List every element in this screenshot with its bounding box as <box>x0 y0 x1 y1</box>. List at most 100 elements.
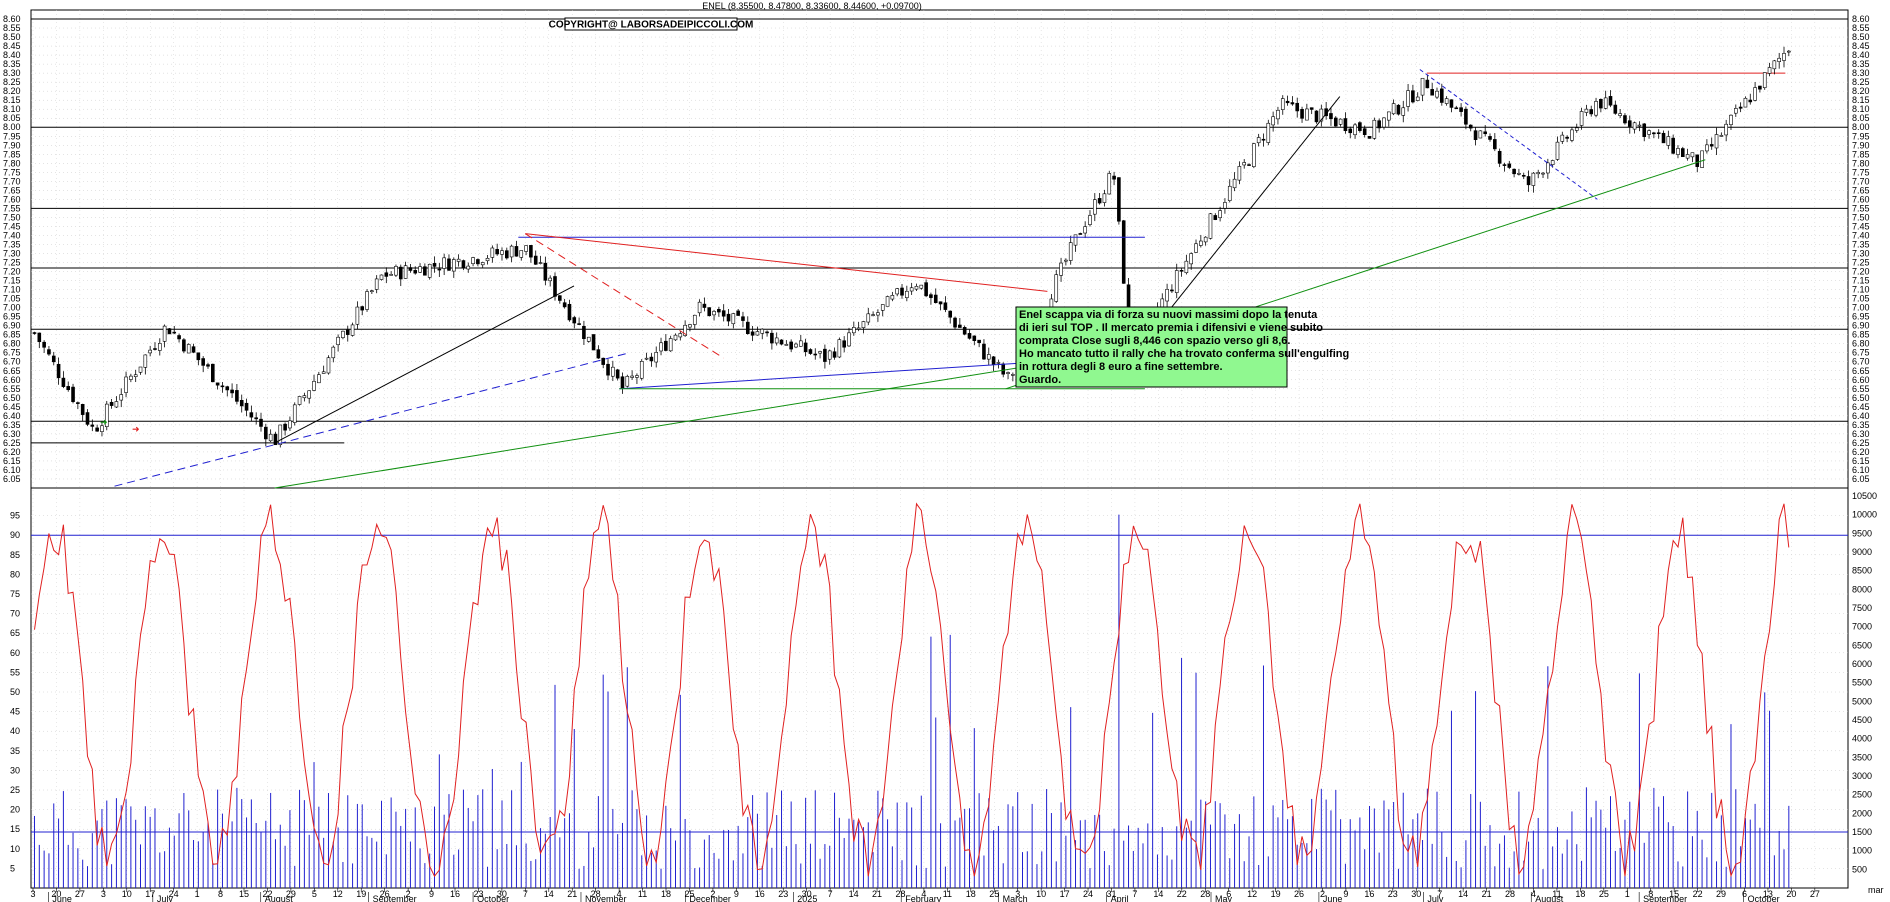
candle-up <box>986 354 991 360</box>
candle-down <box>1464 108 1468 125</box>
price-tick-left: 7.20 <box>3 267 21 277</box>
candle-up <box>1073 234 1078 246</box>
candle-up <box>914 285 919 290</box>
price-tick-left: 6.80 <box>3 339 21 349</box>
volume-tick: 500 <box>1852 864 1867 874</box>
candle-up <box>427 263 432 278</box>
candle-up <box>1584 108 1589 113</box>
day-tick: 8 <box>1648 889 1653 899</box>
day-tick: 8 <box>218 889 223 899</box>
candle-up <box>856 327 861 330</box>
price-tick-left: 7.75 <box>3 167 21 177</box>
price-tick-left: 6.65 <box>3 366 21 376</box>
candle-down <box>408 267 413 271</box>
annotation-line-1: Enel scappa via di forza su nuovi massim… <box>1019 309 1318 321</box>
candle-down <box>832 351 837 358</box>
candle-down <box>779 339 784 345</box>
day-tick: 14 <box>1458 889 1468 899</box>
annotation-line-2: di ieri sul TOP . Il mercato premia i di… <box>1019 322 1323 334</box>
volume-tick: 4500 <box>1852 715 1872 725</box>
price-tick-right: 6.20 <box>1852 447 1870 457</box>
candle-up <box>1714 134 1719 149</box>
candle-down <box>1348 128 1353 134</box>
candle-up <box>880 304 885 311</box>
day-tick: 22 <box>1693 889 1703 899</box>
volume-tick: 7000 <box>1852 622 1872 632</box>
volume-tick: 2000 <box>1852 808 1872 818</box>
price-tick-left: 7.30 <box>3 249 21 259</box>
price-tick-right: 6.70 <box>1852 357 1870 367</box>
candle-up <box>1391 103 1396 115</box>
candle-up <box>124 376 128 393</box>
candle-up <box>866 313 871 323</box>
candle-down <box>1285 100 1290 104</box>
candle-down <box>1440 88 1444 103</box>
candle-down <box>601 357 605 365</box>
day-tick: 15 <box>1669 889 1679 899</box>
candle-down <box>582 325 586 339</box>
candle-up <box>466 265 471 270</box>
price-tick-left: 7.50 <box>3 212 21 222</box>
candle-up <box>1107 173 1112 195</box>
candle-up <box>625 376 630 387</box>
candle-up <box>1338 118 1343 125</box>
price-tick-right: 6.60 <box>1852 375 1870 385</box>
candle-down <box>736 310 740 316</box>
price-tick-left: 6.35 <box>3 420 21 430</box>
price-tick-right: 8.25 <box>1852 77 1870 87</box>
price-tick-left: 7.85 <box>3 149 21 159</box>
candle-down <box>1078 233 1083 235</box>
candle-down <box>1454 107 1459 110</box>
volume-tick: 6000 <box>1852 659 1872 669</box>
red-downtrend <box>525 233 1048 292</box>
candle-down <box>1362 128 1367 135</box>
candle-up <box>1729 114 1733 126</box>
candle-down <box>76 402 80 404</box>
day-tick: 2 <box>1320 889 1325 899</box>
day-tick: 1 <box>1625 889 1630 899</box>
candle-down <box>1468 124 1473 129</box>
candle-up <box>799 340 803 347</box>
candle-down <box>432 263 437 267</box>
price-tick-right: 7.35 <box>1852 239 1870 249</box>
candle-down <box>929 294 933 298</box>
candle-up <box>1637 124 1642 127</box>
price-tick-left: 8.40 <box>3 50 21 60</box>
candle-up <box>321 371 326 374</box>
month-label: August <box>265 894 294 902</box>
candle-up <box>379 274 384 280</box>
candle-down <box>220 385 225 388</box>
candle-down <box>1295 102 1300 112</box>
candle-up <box>1208 213 1213 239</box>
candle-down <box>803 342 808 353</box>
day-tick: 12 <box>1247 889 1257 899</box>
month-label: February <box>905 894 942 902</box>
candle-down <box>577 323 581 325</box>
candle-up <box>186 344 191 354</box>
candle-down <box>1656 132 1661 134</box>
candle-up <box>129 375 133 380</box>
candle-up <box>143 354 148 368</box>
candle-down <box>543 262 548 281</box>
candle-down <box>172 331 177 334</box>
date-axis-ticks: 3 20 27 3 10 17 24 1 8 15 22 29 5 12 19 26 2 9 16 23 30 7 14 21… <box>30 888 1820 902</box>
candle-down <box>215 382 220 386</box>
candle-up <box>1319 108 1324 122</box>
candle-up <box>1782 53 1786 61</box>
day-tick: 16 <box>450 889 460 899</box>
candle-down <box>447 258 451 271</box>
candle-down <box>32 332 37 334</box>
candle-up <box>331 346 336 359</box>
day-tick: 4 <box>617 889 622 899</box>
price-tick-right: 7.15 <box>1852 276 1870 286</box>
candle-up <box>1068 242 1073 261</box>
candle-down <box>1521 175 1526 177</box>
candle-down <box>1367 136 1372 139</box>
oscillator-tick: 60 <box>10 648 20 658</box>
candle-up <box>611 366 615 377</box>
candle-up <box>1536 172 1541 175</box>
volume-tick: 5500 <box>1852 678 1872 688</box>
candle-up <box>1560 134 1565 142</box>
candle-up <box>1386 111 1391 121</box>
candle-down <box>167 328 172 335</box>
